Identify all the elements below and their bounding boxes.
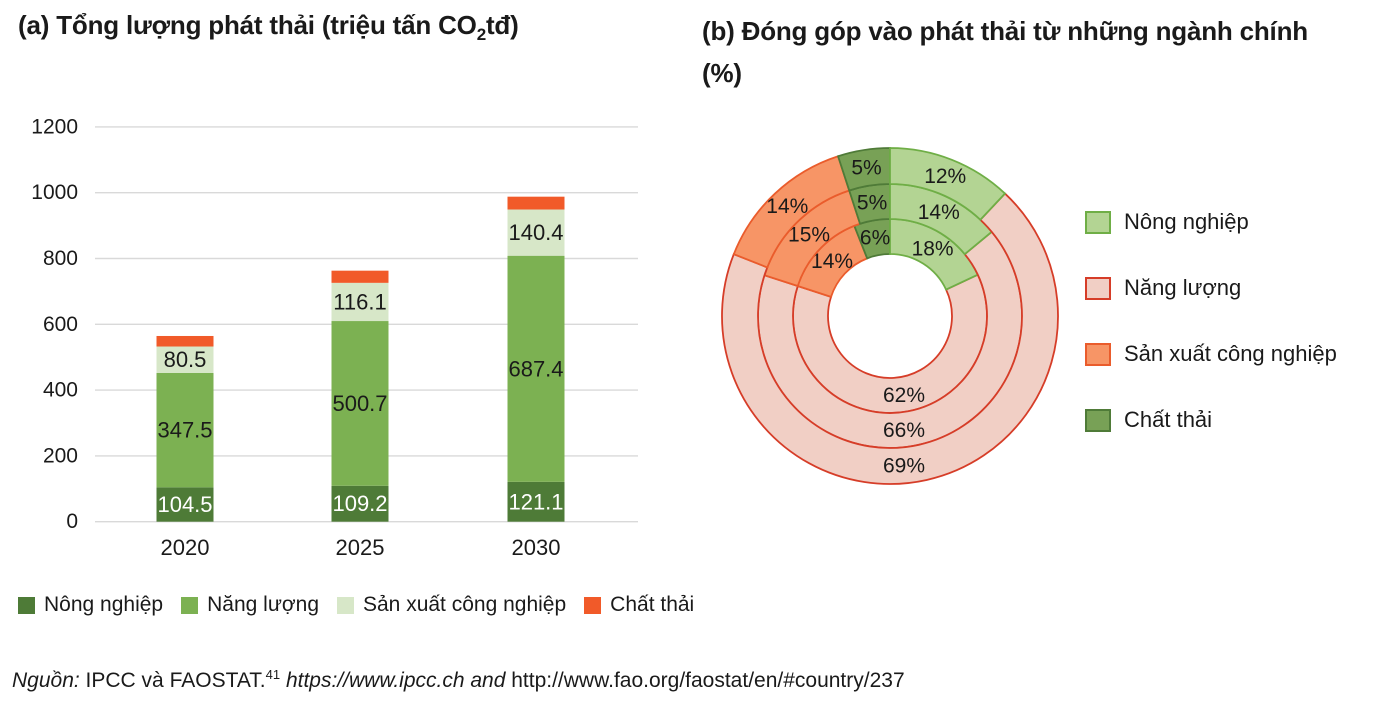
donut-percent-label: 62% bbox=[883, 384, 925, 407]
legend-swatch bbox=[1085, 408, 1111, 432]
legend-item: Chất thải bbox=[584, 593, 694, 617]
legend-swatch bbox=[584, 596, 602, 614]
panel-b-title-line2: (%) bbox=[702, 58, 742, 88]
legend-label: Chất thải bbox=[610, 593, 695, 616]
bar-value-label: 347.5 bbox=[157, 418, 212, 443]
bar-segment bbox=[156, 346, 214, 373]
bar-segment bbox=[507, 481, 565, 522]
donut-percent-label: 18% bbox=[912, 237, 954, 260]
bar-value-label: 140.4 bbox=[508, 220, 563, 245]
donut-segment bbox=[721, 192, 1059, 485]
legend-swatch bbox=[18, 596, 35, 614]
donut-chart-legend: Nông nghiệp Năng lượng Sản xuất công nghiệ… bbox=[1085, 209, 1337, 433]
donut-percent-label: 66% bbox=[883, 419, 925, 442]
source-text-1: IPCC và FAOSTAT. bbox=[79, 669, 266, 692]
y-tick-label: 600 bbox=[43, 313, 78, 336]
bar-segment bbox=[156, 335, 214, 347]
bar-segment bbox=[331, 321, 389, 486]
donut-percent-label: 69% bbox=[883, 455, 925, 478]
source-url-italic: https://www.ipcc.ch and bbox=[280, 669, 512, 692]
legend-label: Sản xuất công nghiệp bbox=[363, 593, 567, 616]
x-tick-label: 2020 bbox=[161, 535, 210, 560]
bar-segment bbox=[507, 209, 565, 256]
source-label: Nguồn: bbox=[12, 669, 80, 692]
panel-b-title: (b) Đóng góp vào phát thải từ những ngàn… bbox=[702, 10, 1382, 94]
bar-segment bbox=[507, 196, 565, 210]
bar-segment bbox=[331, 485, 389, 522]
panel-a-title-subscript: 2 bbox=[476, 25, 486, 45]
legend-item: Năng lượng bbox=[181, 593, 319, 617]
y-tick-label: 800 bbox=[43, 247, 78, 270]
source-note: Nguồn: IPCC và FAOSTAT.41 https://www.ip… bbox=[12, 667, 905, 693]
donut-percent-label: 12% bbox=[924, 165, 966, 188]
x-tick-label: 2030 bbox=[512, 535, 561, 560]
donut-percent-label: 15% bbox=[788, 224, 830, 247]
source-footnote-number: 41 bbox=[265, 667, 281, 682]
legend-item: Nông nghiệp bbox=[18, 593, 163, 617]
legend-label: Nông nghiệp bbox=[44, 593, 164, 616]
legend-swatch bbox=[181, 596, 199, 614]
y-tick-label: 200 bbox=[43, 444, 78, 467]
donut-segment bbox=[889, 147, 1007, 222]
legend-label: Nông nghiệp bbox=[1124, 209, 1249, 234]
legend-item: Sản xuất công nghiệp bbox=[1085, 341, 1337, 367]
bar-value-label: 104.5 bbox=[157, 492, 212, 517]
legend-swatch bbox=[1085, 276, 1111, 300]
donut-percent-label: 6% bbox=[860, 226, 890, 249]
bar-segment bbox=[156, 487, 214, 522]
nested-donut-chart: 18% 62% 14% 6% 14% 66% 15% 5% 12% 69% 14% 5% bbox=[721, 147, 1059, 485]
y-tick-label: 1000 bbox=[31, 181, 78, 204]
y-tick-label: 1200 bbox=[31, 115, 78, 138]
donut-percent-label: 14% bbox=[766, 195, 808, 218]
bar-value-label: 109.2 bbox=[332, 491, 387, 516]
legend-swatch bbox=[1085, 210, 1111, 234]
bar-segment bbox=[331, 282, 389, 322]
panel-a-title-suffix: tđ) bbox=[485, 10, 519, 40]
panel-a-title: (a) Tổng lượng phát thải (triệu tấn CO2t… bbox=[18, 10, 519, 45]
legend-swatch bbox=[1085, 342, 1111, 366]
bar-chart-legend: Nông nghiệp Năng lượng Sản xuất công nghiệ… bbox=[18, 593, 694, 617]
panel-b-title-line1: (b) Đóng góp vào phát thải từ những ngàn… bbox=[702, 16, 1308, 46]
bar-value-label: 80.5 bbox=[164, 347, 207, 372]
source-url-2: http://www.fao.org/faostat/en/#country/2… bbox=[511, 669, 905, 692]
panel-a-title-text: (a) Tổng lượng phát thải (triệu tấn CO bbox=[18, 10, 477, 40]
bar-segment bbox=[331, 270, 389, 283]
legend-item: Chất thải bbox=[1085, 407, 1337, 433]
bar-value-label: 500.7 bbox=[332, 391, 387, 416]
legend-item: Nông nghiệp bbox=[1085, 209, 1337, 235]
legend-label: Năng lượng bbox=[207, 593, 319, 616]
bar-value-label: 121.1 bbox=[508, 489, 563, 514]
stacked-bar-chart: 0 200 400 600 800 1000 1200 104.5 347.5 80.5 2020 1… bbox=[31, 115, 638, 560]
legend-swatch bbox=[337, 596, 354, 614]
legend-label: Chất thải bbox=[1124, 407, 1213, 432]
donut-percent-label: 14% bbox=[918, 201, 960, 224]
donut-percent-label: 5% bbox=[857, 191, 887, 214]
legend-item: Sản xuất công nghiệp bbox=[337, 593, 566, 617]
legend-item: Năng lượng bbox=[1085, 275, 1337, 301]
bar-value-label: 116.1 bbox=[333, 289, 386, 314]
donut-percent-label: 5% bbox=[851, 156, 881, 179]
y-tick-label: 400 bbox=[43, 379, 78, 402]
bar-value-label: 687.4 bbox=[508, 356, 563, 381]
bar-segment bbox=[156, 372, 214, 488]
donut-percent-label: 14% bbox=[811, 250, 853, 273]
x-tick-label: 2025 bbox=[336, 535, 385, 560]
y-tick-label: 0 bbox=[66, 510, 78, 533]
bar-segment bbox=[507, 255, 565, 482]
legend-label: Sản xuất công nghiệp bbox=[1124, 341, 1337, 366]
legend-label: Năng lượng bbox=[1124, 275, 1242, 300]
